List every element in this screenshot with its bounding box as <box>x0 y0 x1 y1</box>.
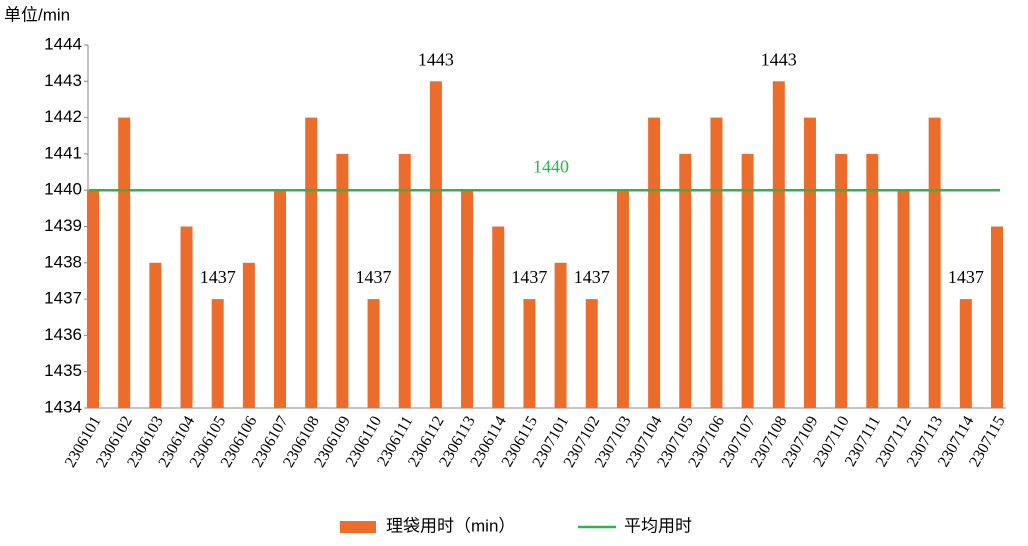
y-tick-label: 1440 <box>44 180 82 199</box>
y-tick-label: 1435 <box>44 361 82 380</box>
y-tick-label: 1439 <box>44 216 82 235</box>
y-tick-label: 1442 <box>44 107 82 126</box>
bar <box>118 117 131 408</box>
bar <box>679 153 692 408</box>
legend-swatch <box>340 521 376 533</box>
bar <box>398 153 411 408</box>
y-tick-label: 1444 <box>44 34 82 53</box>
bar <box>991 226 1003 408</box>
average-label: 1440 <box>533 156 569 176</box>
bar <box>897 190 910 408</box>
bar <box>87 190 99 408</box>
bar <box>242 262 255 408</box>
bar <box>180 226 193 408</box>
y-axis-label: 单位/min <box>4 5 70 24</box>
legend-label: 平均用时 <box>624 516 692 535</box>
data-label: 1443 <box>418 49 454 69</box>
y-tick-label: 1443 <box>44 71 82 90</box>
bar <box>835 153 848 408</box>
bar <box>585 299 598 408</box>
bar <box>336 153 349 408</box>
bar <box>866 153 879 408</box>
data-label: 1437 <box>511 267 547 287</box>
bar <box>710 117 723 408</box>
bar <box>928 117 941 408</box>
bar <box>305 117 318 408</box>
y-tick-label: 1436 <box>44 325 82 344</box>
bar <box>149 262 162 408</box>
bar <box>803 117 816 408</box>
y-tick-label: 1437 <box>44 289 82 308</box>
data-label: 1437 <box>574 267 610 287</box>
bar <box>274 190 287 408</box>
y-tick-label: 1438 <box>44 252 82 271</box>
bar <box>211 299 224 408</box>
bar <box>772 81 785 409</box>
bar <box>367 299 380 408</box>
bar <box>741 153 754 408</box>
data-label: 1443 <box>761 49 797 69</box>
bar <box>648 117 661 408</box>
data-label: 1437 <box>356 267 392 287</box>
bar <box>554 262 567 408</box>
data-label: 1437 <box>200 267 236 287</box>
bar <box>959 299 972 408</box>
data-label: 1437 <box>948 267 984 287</box>
bar <box>616 190 629 408</box>
y-tick-label: 1434 <box>44 397 82 416</box>
bar <box>461 190 474 408</box>
bar <box>523 299 536 408</box>
bar <box>492 226 505 408</box>
y-tick-label: 1441 <box>44 143 82 162</box>
bar <box>429 81 442 409</box>
legend-label: 理袋用时（min） <box>386 516 515 535</box>
